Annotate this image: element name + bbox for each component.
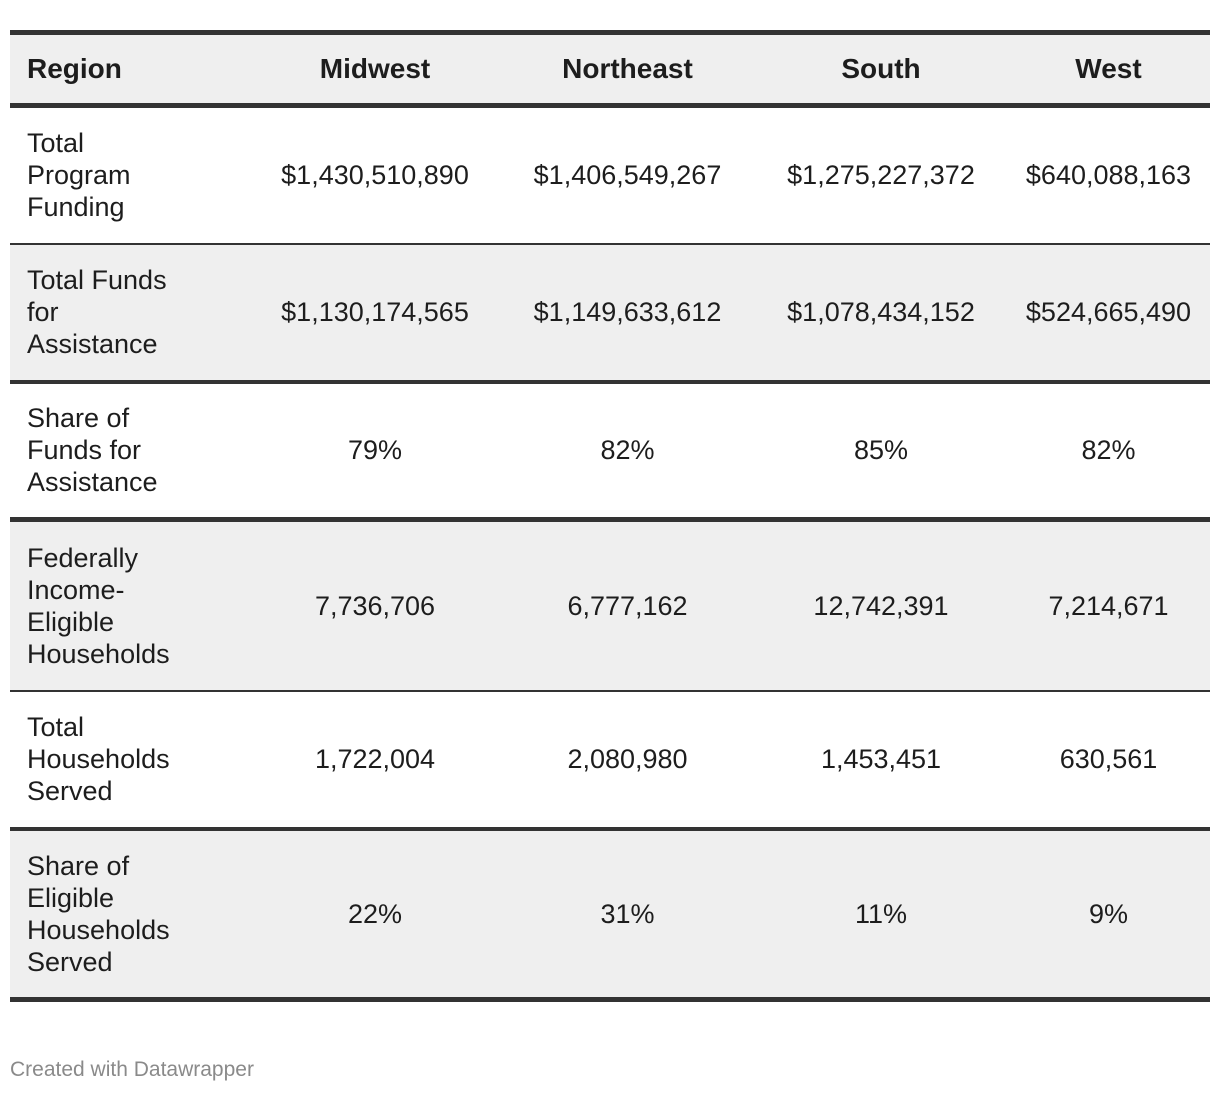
table-cell: $1,430,510,890 <box>281 160 469 191</box>
table-cell: 7,214,671 <box>1048 590 1169 621</box>
table-cell: 22% <box>347 898 403 929</box>
table-cell: 630,561 <box>1059 744 1158 774</box>
table-cell: $1,149,633,612 <box>533 297 722 327</box>
row-label: Total Households Served <box>27 712 170 806</box>
table-row: Total Households Served 1,722,004 2,080,… <box>10 690 1210 829</box>
table-row: Share of Eligible Households Served 22% … <box>10 828 1210 1000</box>
data-table-container: Region Midwest Northeast South West Tota… <box>10 30 1210 1002</box>
table-cell: $1,130,174,565 <box>281 297 469 327</box>
row-label: Share of Funds for Assistance <box>27 403 158 498</box>
table-cell: $1,078,434,152 <box>787 297 975 327</box>
table-row: Share of Funds for Assistance 79% 82% 85… <box>10 381 1210 520</box>
header-row: Region Midwest Northeast South West <box>10 32 1210 106</box>
table-cell: 12,742,391 <box>813 590 949 621</box>
table-row: Federally Income-Eligible Households 7,7… <box>10 519 1210 691</box>
column-header-south[interactable]: South <box>841 53 921 84</box>
table-cell: 1,453,451 <box>820 744 942 774</box>
table-cell: 9% <box>1088 898 1129 929</box>
table-cell: $524,665,490 <box>1025 297 1192 327</box>
row-label: Share of Eligible Households Served <box>27 850 170 977</box>
table-cell: 7,736,706 <box>314 590 436 621</box>
table-cell: 1,722,004 <box>314 744 436 774</box>
table-row: Total Funds for Assistance $1,130,174,56… <box>10 243 1210 382</box>
table-cell: 6,777,162 <box>567 590 688 621</box>
table-cell: $1,275,227,372 <box>787 160 975 191</box>
table-cell: 82% <box>600 435 655 466</box>
table-cell: 85% <box>853 435 909 466</box>
row-label: Federally Income-Eligible Households <box>27 542 170 669</box>
table-cell: 79% <box>347 435 403 466</box>
table-header: Region Midwest Northeast South West <box>10 32 1210 106</box>
row-label: Total Program Funding <box>27 128 131 223</box>
row-label: Total Funds for Assistance <box>27 265 167 359</box>
column-header-midwest[interactable]: Midwest <box>319 53 431 84</box>
table-cell: $640,088,163 <box>1025 160 1192 191</box>
table-cell: 2,080,980 <box>567 744 688 774</box>
datawrapper-credit[interactable]: Created with Datawrapper <box>10 1058 254 1081</box>
table-body: Total Program Funding $1,430,510,890 $1,… <box>10 105 1210 1000</box>
table-row: Total Program Funding $1,430,510,890 $1,… <box>10 105 1210 244</box>
table-cell: $1,406,549,267 <box>533 160 722 191</box>
column-header-west[interactable]: West <box>1075 53 1142 84</box>
table-cell: 31% <box>600 898 655 929</box>
data-table: Region Midwest Northeast South West Tota… <box>10 30 1210 1002</box>
table-cell: 82% <box>1081 435 1136 466</box>
column-header-northeast[interactable]: Northeast <box>562 53 693 84</box>
column-header-region[interactable]: Region <box>27 53 122 84</box>
table-cell: 11% <box>854 898 908 929</box>
